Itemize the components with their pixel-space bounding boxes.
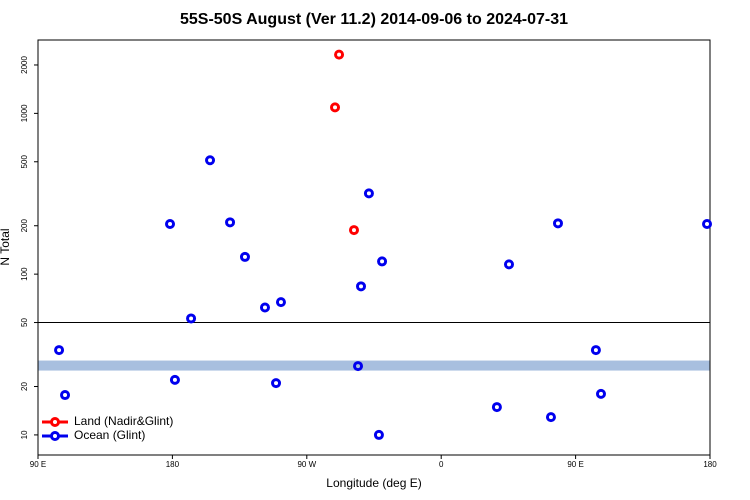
point bbox=[334, 49, 345, 60]
point bbox=[186, 313, 197, 324]
point bbox=[330, 102, 341, 113]
point bbox=[545, 412, 556, 423]
y-tick-label: 100 bbox=[20, 267, 29, 281]
chart-title: 55S-50S August (Ver 11.2) 2014-09-06 to … bbox=[180, 11, 568, 28]
x-tick-label: 180 bbox=[166, 460, 180, 469]
point bbox=[271, 378, 282, 389]
y-tick-label: 50 bbox=[20, 318, 29, 327]
plot-frame bbox=[37, 39, 711, 456]
point bbox=[702, 219, 713, 230]
point bbox=[373, 429, 384, 440]
point bbox=[275, 297, 286, 308]
y-axis-label: N Total bbox=[0, 228, 12, 265]
point bbox=[491, 402, 502, 413]
point bbox=[239, 251, 250, 262]
point bbox=[165, 219, 176, 230]
point bbox=[205, 155, 216, 166]
point bbox=[348, 225, 359, 236]
point bbox=[590, 345, 601, 356]
x-axis-label: Longitude (deg E) bbox=[326, 476, 421, 490]
point bbox=[377, 256, 388, 267]
x-tick-label: 0 bbox=[439, 460, 444, 469]
y-tick-label: 20 bbox=[20, 382, 29, 391]
point bbox=[595, 388, 606, 399]
point bbox=[353, 361, 364, 372]
point bbox=[259, 302, 270, 313]
y-tick-label: 2000 bbox=[20, 56, 29, 74]
point bbox=[225, 217, 236, 228]
legend-marker bbox=[50, 417, 60, 427]
point bbox=[169, 374, 180, 385]
point bbox=[60, 390, 71, 401]
point bbox=[54, 345, 65, 356]
point bbox=[356, 281, 367, 292]
y-tick-label: 1000 bbox=[20, 104, 29, 122]
x-tick-label: 180 bbox=[703, 460, 717, 469]
point bbox=[363, 188, 374, 199]
x-tick-label: 90 E bbox=[567, 460, 583, 469]
y-tick-label: 500 bbox=[20, 155, 29, 169]
reference-band bbox=[38, 360, 710, 371]
x-tick-label: 90 E bbox=[30, 460, 46, 469]
point bbox=[552, 218, 563, 229]
point bbox=[503, 259, 514, 270]
y-tick-label: 10 bbox=[20, 430, 29, 439]
y-tick-label: 200 bbox=[20, 219, 29, 233]
legend-label: Land (Nadir&Glint) bbox=[74, 414, 173, 428]
legend-marker bbox=[50, 431, 60, 441]
legend-label: Ocean (Glint) bbox=[74, 428, 145, 442]
x-tick-label: 90 W bbox=[297, 460, 316, 469]
